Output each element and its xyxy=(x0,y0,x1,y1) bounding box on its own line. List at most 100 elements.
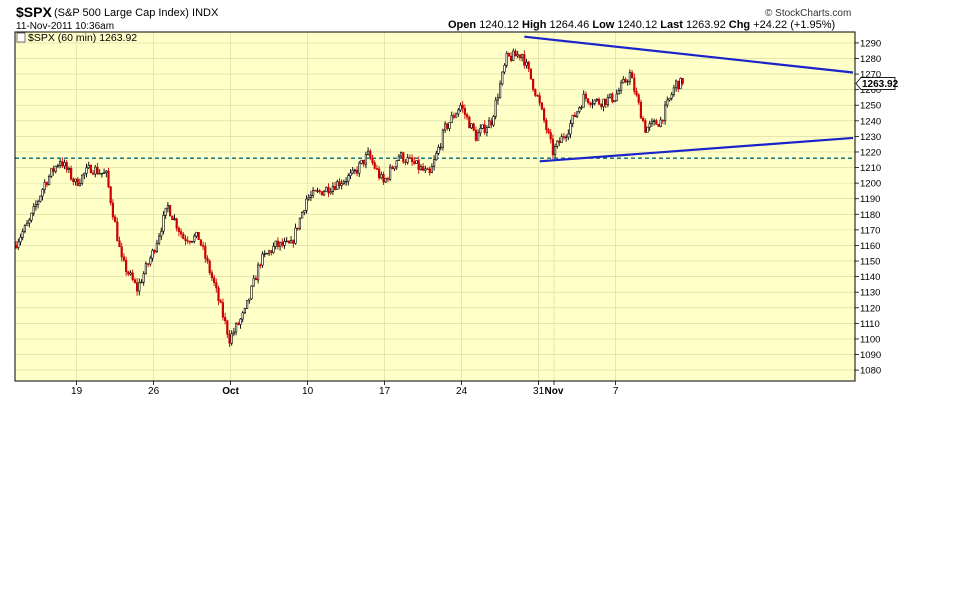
candle-body xyxy=(118,240,121,248)
candle-body xyxy=(208,260,211,274)
candle-body xyxy=(41,189,44,197)
candle-body xyxy=(224,316,227,322)
candle-body xyxy=(173,218,176,220)
candle-body xyxy=(604,98,607,105)
candle-body xyxy=(230,333,233,344)
candle-body xyxy=(388,166,392,180)
candle-body xyxy=(364,154,368,165)
y-tick-label: 1270 xyxy=(860,70,881,81)
candle-body xyxy=(210,272,214,279)
candle-body xyxy=(646,126,649,133)
candle-body xyxy=(158,235,161,244)
candle-body xyxy=(428,168,431,174)
candle-body xyxy=(329,191,332,194)
candle-body xyxy=(76,178,79,186)
candle-body xyxy=(630,72,634,79)
candle-body xyxy=(560,136,563,143)
candle-body xyxy=(633,77,636,92)
y-tick-label: 1230 xyxy=(860,132,881,143)
candle-body xyxy=(600,103,603,108)
index-name: (S&P 500 Large Cap Index) xyxy=(54,7,189,19)
candle-body xyxy=(177,228,181,232)
candle-body xyxy=(34,204,37,207)
candle-body xyxy=(624,79,627,83)
candle-body xyxy=(668,97,671,101)
candle-body xyxy=(325,186,328,192)
candle-body xyxy=(417,160,420,170)
candle-body xyxy=(307,197,310,200)
candle-body xyxy=(635,91,638,96)
candle-body xyxy=(542,108,546,121)
candle-body xyxy=(298,217,302,230)
x-tick-label: 19 xyxy=(71,386,83,397)
candle-body xyxy=(94,166,97,175)
candle-body xyxy=(380,174,383,179)
candle-body xyxy=(439,146,442,149)
candle-body xyxy=(241,312,244,320)
candle-body xyxy=(58,161,62,166)
candle-body xyxy=(36,200,40,205)
candle-body xyxy=(386,178,390,180)
candle-body xyxy=(481,124,484,129)
candle-body xyxy=(206,258,209,262)
candle-body xyxy=(578,107,581,113)
candle-body xyxy=(602,98,605,108)
y-tick-label: 1250 xyxy=(860,101,881,112)
candle-body xyxy=(661,119,664,122)
candle-body xyxy=(558,140,561,143)
candle-body xyxy=(355,169,359,174)
candle-body xyxy=(393,166,396,170)
candle-body xyxy=(338,181,341,186)
candle-body xyxy=(523,54,526,66)
candle-body xyxy=(300,211,304,219)
candle-body xyxy=(267,250,271,254)
last-label: Last xyxy=(660,19,683,31)
y-tick-label: 1080 xyxy=(860,366,881,377)
candle-body xyxy=(320,191,324,196)
candle-body xyxy=(45,182,48,185)
candle-body xyxy=(432,159,436,167)
candle-body xyxy=(492,116,495,126)
candle-body xyxy=(446,123,449,129)
candle-body xyxy=(540,102,543,110)
candle-body xyxy=(408,157,412,159)
candle-body xyxy=(180,231,183,235)
candle-body xyxy=(371,158,374,163)
candle-body xyxy=(340,183,343,186)
candle-body xyxy=(278,241,282,247)
chg-value: +24.22 (+1.95%) xyxy=(753,19,836,31)
open-value: 1240.12 xyxy=(479,19,519,31)
candle-body xyxy=(175,218,178,229)
candle-body xyxy=(518,54,521,58)
candle-body xyxy=(169,205,172,217)
candle-body xyxy=(322,191,326,196)
candle-body xyxy=(116,221,119,242)
candle-body xyxy=(254,277,258,281)
y-tick-label: 1200 xyxy=(860,179,881,190)
candle-body xyxy=(476,132,480,141)
candle-body xyxy=(373,162,376,169)
candle-body xyxy=(567,133,570,138)
candle-body xyxy=(527,61,530,70)
candle-body xyxy=(514,50,517,57)
candle-body xyxy=(663,104,667,122)
candle-body xyxy=(391,166,394,170)
candle-body xyxy=(659,119,662,127)
candle-body xyxy=(353,169,357,172)
candle-body xyxy=(657,124,660,127)
candle-body xyxy=(426,168,429,170)
candle-body xyxy=(182,233,185,240)
candle-body xyxy=(637,94,640,103)
candle-body xyxy=(571,114,574,124)
candle-body xyxy=(619,82,623,91)
candle-body xyxy=(318,190,321,192)
candle-body xyxy=(133,279,137,283)
candle-body xyxy=(111,202,114,218)
y-tick-label: 1110 xyxy=(860,319,880,330)
candle-body xyxy=(96,166,99,175)
candle-body xyxy=(395,160,398,168)
candle-body xyxy=(155,242,159,253)
candle-body xyxy=(597,98,601,105)
candle-body xyxy=(256,264,260,281)
candle-body xyxy=(19,236,22,243)
